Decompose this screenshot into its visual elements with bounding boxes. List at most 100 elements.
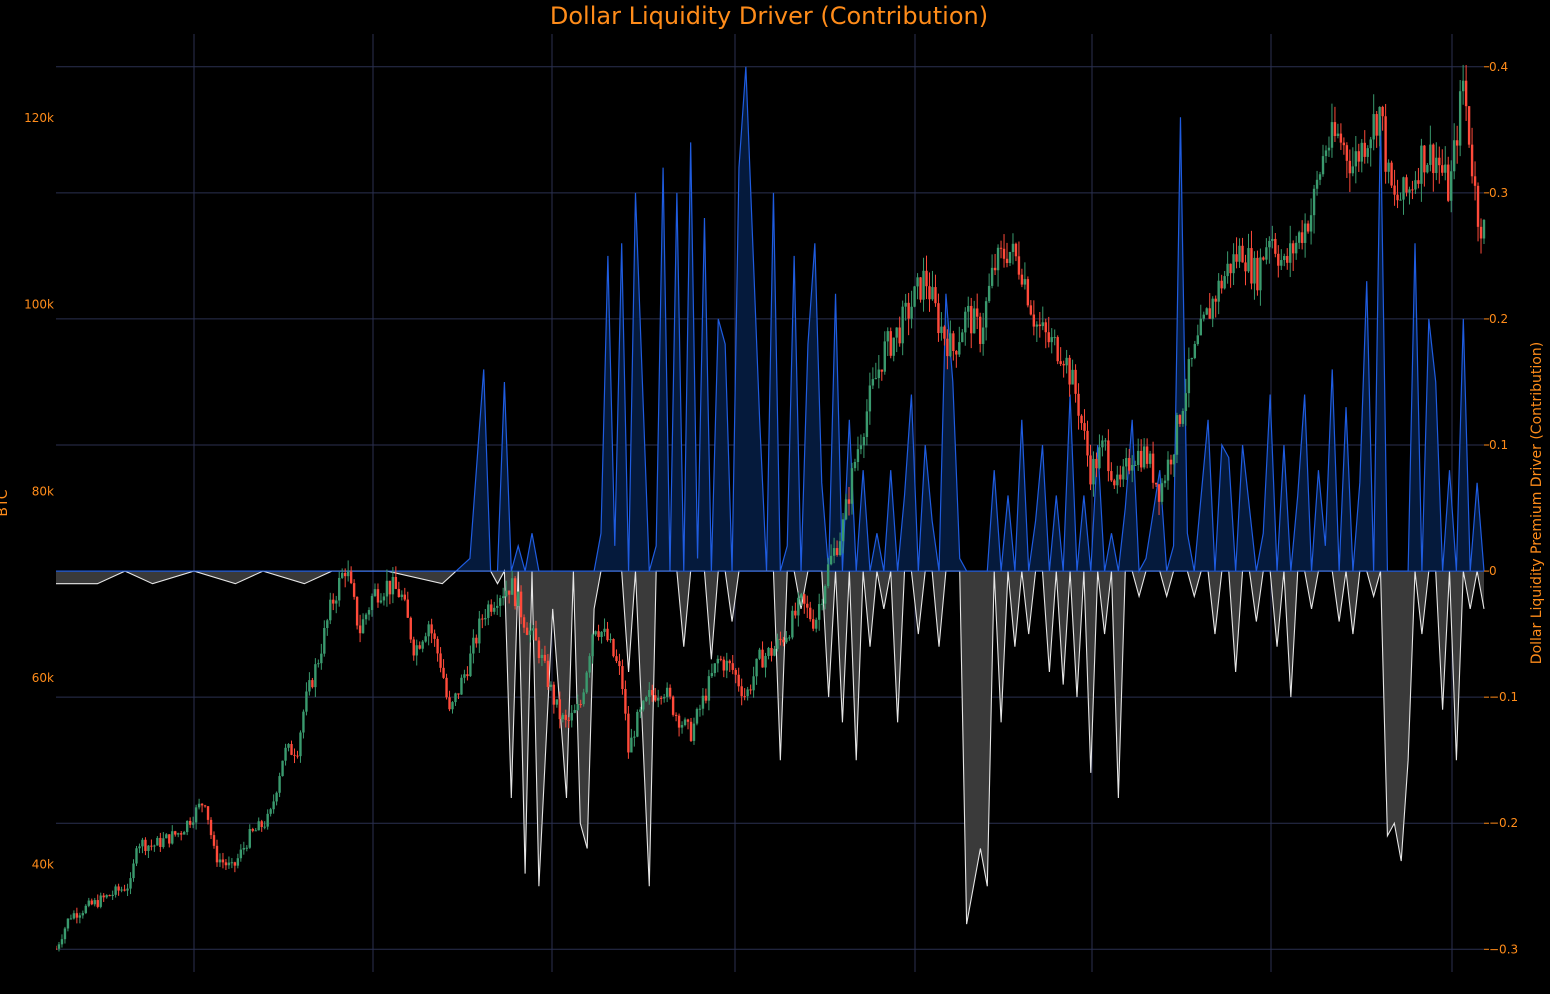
candle-body <box>299 732 302 757</box>
candle-body <box>1080 415 1083 424</box>
candle-body <box>72 913 76 919</box>
candle-body <box>215 845 219 863</box>
candle-body <box>338 577 341 601</box>
candle-body <box>582 692 585 705</box>
candle-body <box>466 674 469 677</box>
candle-body <box>710 673 714 677</box>
right-tick-label: 0.1 <box>1489 438 1508 452</box>
candle-body <box>281 760 284 777</box>
candle-body <box>1274 238 1277 254</box>
left-tick-label: 80k <box>32 484 54 498</box>
candle-body <box>159 837 162 847</box>
candle-body <box>525 627 529 635</box>
candle-body <box>1470 144 1474 177</box>
candle-body <box>99 895 102 907</box>
candle-body <box>1077 393 1080 416</box>
candle-body <box>120 889 123 891</box>
candle-body <box>928 286 931 300</box>
candle-body <box>651 689 654 696</box>
candle-body <box>454 693 457 703</box>
candle-body <box>967 305 970 312</box>
candle-body <box>114 886 117 895</box>
candle-body <box>370 595 374 611</box>
candle-body <box>1122 466 1125 480</box>
candle-body <box>558 699 562 720</box>
candle-body <box>606 628 609 641</box>
candle-body <box>1312 188 1316 216</box>
candle-body <box>573 709 576 713</box>
candle-body <box>1339 133 1343 143</box>
candle-body <box>117 886 120 891</box>
candle-body <box>1214 298 1217 302</box>
candle-body <box>880 369 883 372</box>
candle-body <box>1277 253 1280 266</box>
candle-body <box>191 822 195 825</box>
candle-body <box>734 669 737 675</box>
candle-body <box>132 863 135 879</box>
candle-body <box>728 660 731 664</box>
btc-candlesticks <box>56 64 1486 952</box>
candle-body <box>150 845 153 847</box>
candle-body <box>1390 162 1393 186</box>
candle-body <box>1047 332 1050 343</box>
candle-body <box>481 618 484 620</box>
candle-body <box>424 636 427 642</box>
candle-body <box>955 350 958 355</box>
candle-body <box>1303 223 1307 243</box>
candle-body <box>1086 430 1089 456</box>
candle-body <box>487 604 490 618</box>
candle-body <box>197 803 201 808</box>
candle-body <box>364 614 368 620</box>
candle-body <box>1023 279 1027 285</box>
candle-body <box>1187 359 1191 394</box>
candle-body <box>707 676 711 701</box>
candle-body <box>194 807 198 823</box>
candle-body <box>1211 298 1214 319</box>
candle-body <box>507 590 511 595</box>
candle-body <box>549 684 553 687</box>
candle-body <box>686 719 690 722</box>
candle-body <box>850 468 854 504</box>
candle-body <box>218 859 222 863</box>
candle-body <box>433 633 436 639</box>
candle-body <box>1280 260 1283 266</box>
candle-body <box>1151 453 1155 483</box>
candle-body <box>1324 150 1328 157</box>
candle-body <box>1131 465 1134 471</box>
candle-body <box>776 638 779 649</box>
candle-body <box>1002 248 1006 259</box>
candle-body <box>361 619 365 634</box>
candle-body <box>343 572 347 577</box>
candle-body <box>725 660 728 671</box>
candle-body <box>835 548 839 555</box>
candle-body <box>1217 280 1220 302</box>
candle-body <box>209 819 213 836</box>
candle-body <box>153 845 156 847</box>
candle-body <box>1205 308 1208 315</box>
candle-body <box>448 697 451 710</box>
candle-body <box>645 696 648 701</box>
right-tick-label: 0.2 <box>1489 312 1508 326</box>
candle-body <box>970 305 973 334</box>
candle-body <box>1053 337 1056 339</box>
candle-body <box>516 591 520 607</box>
candle-body <box>1062 363 1065 366</box>
candle-body <box>1104 440 1107 442</box>
candle-body <box>874 378 878 380</box>
candle-body <box>683 719 687 726</box>
candle-body <box>478 618 481 644</box>
candle-body <box>847 499 851 504</box>
candle-body <box>609 639 612 641</box>
candle-body <box>463 674 466 678</box>
candle-body <box>430 624 433 634</box>
candle-body <box>633 736 636 738</box>
candle-body <box>332 599 335 604</box>
candle-body <box>662 697 666 699</box>
candle-body <box>570 712 573 721</box>
candle-body <box>1041 322 1044 327</box>
candle-body <box>674 714 678 716</box>
candle-body <box>654 695 657 701</box>
candle-body <box>1226 263 1229 277</box>
candle-body <box>1381 106 1384 117</box>
candle-body <box>600 631 603 637</box>
